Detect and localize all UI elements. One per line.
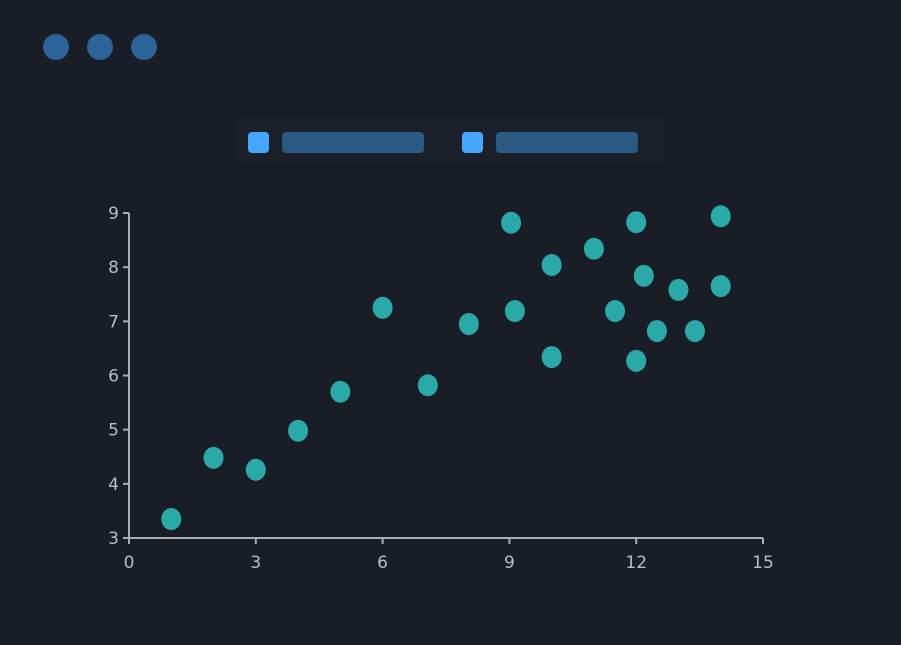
data-point: [288, 419, 309, 442]
y-tick-label: 4: [108, 475, 119, 495]
legend: [237, 118, 665, 162]
data-point: [372, 296, 393, 319]
data-point: [626, 349, 647, 372]
window-control-3[interactable]: [131, 34, 157, 60]
window-control-1[interactable]: [43, 34, 69, 60]
data-point: [541, 346, 562, 369]
data-point: [203, 446, 224, 469]
x-tick-label: 9: [504, 553, 515, 573]
data-point: [417, 374, 438, 397]
x-tick-label: 0: [124, 553, 135, 573]
data-point: [501, 211, 522, 234]
window-control-2[interactable]: [87, 34, 113, 60]
data-point: [458, 313, 479, 336]
x-tick-label: 12: [625, 553, 647, 573]
y-tick-label: 8: [108, 258, 119, 278]
data-point: [245, 458, 266, 481]
data-point: [583, 237, 604, 260]
x-tick-label: 6: [377, 553, 388, 573]
legend-label-2-redacted[interactable]: [496, 132, 638, 153]
y-tick-label: 3: [108, 529, 119, 549]
legend-swatch-2[interactable]: [462, 132, 483, 153]
data-point: [504, 300, 525, 323]
x-tick-label: 15: [752, 553, 774, 573]
legend-swatch-1[interactable]: [248, 132, 269, 153]
data-point: [605, 300, 626, 323]
y-tick-label: 5: [108, 421, 119, 441]
legend-label-1-redacted[interactable]: [282, 132, 424, 153]
data-point: [684, 320, 705, 343]
y-tick-label: 9: [108, 204, 119, 224]
data-point: [330, 380, 351, 403]
data-point: [646, 320, 667, 343]
y-tick-label: 7: [108, 312, 119, 332]
data-point: [710, 205, 731, 228]
x-tick-label: 3: [250, 553, 261, 573]
data-point: [633, 264, 654, 287]
data-point: [626, 211, 647, 234]
data-point: [668, 278, 689, 301]
y-tick-label: 6: [108, 367, 119, 387]
data-point: [710, 275, 731, 298]
data-point: [541, 254, 562, 276]
data-point: [161, 508, 182, 531]
